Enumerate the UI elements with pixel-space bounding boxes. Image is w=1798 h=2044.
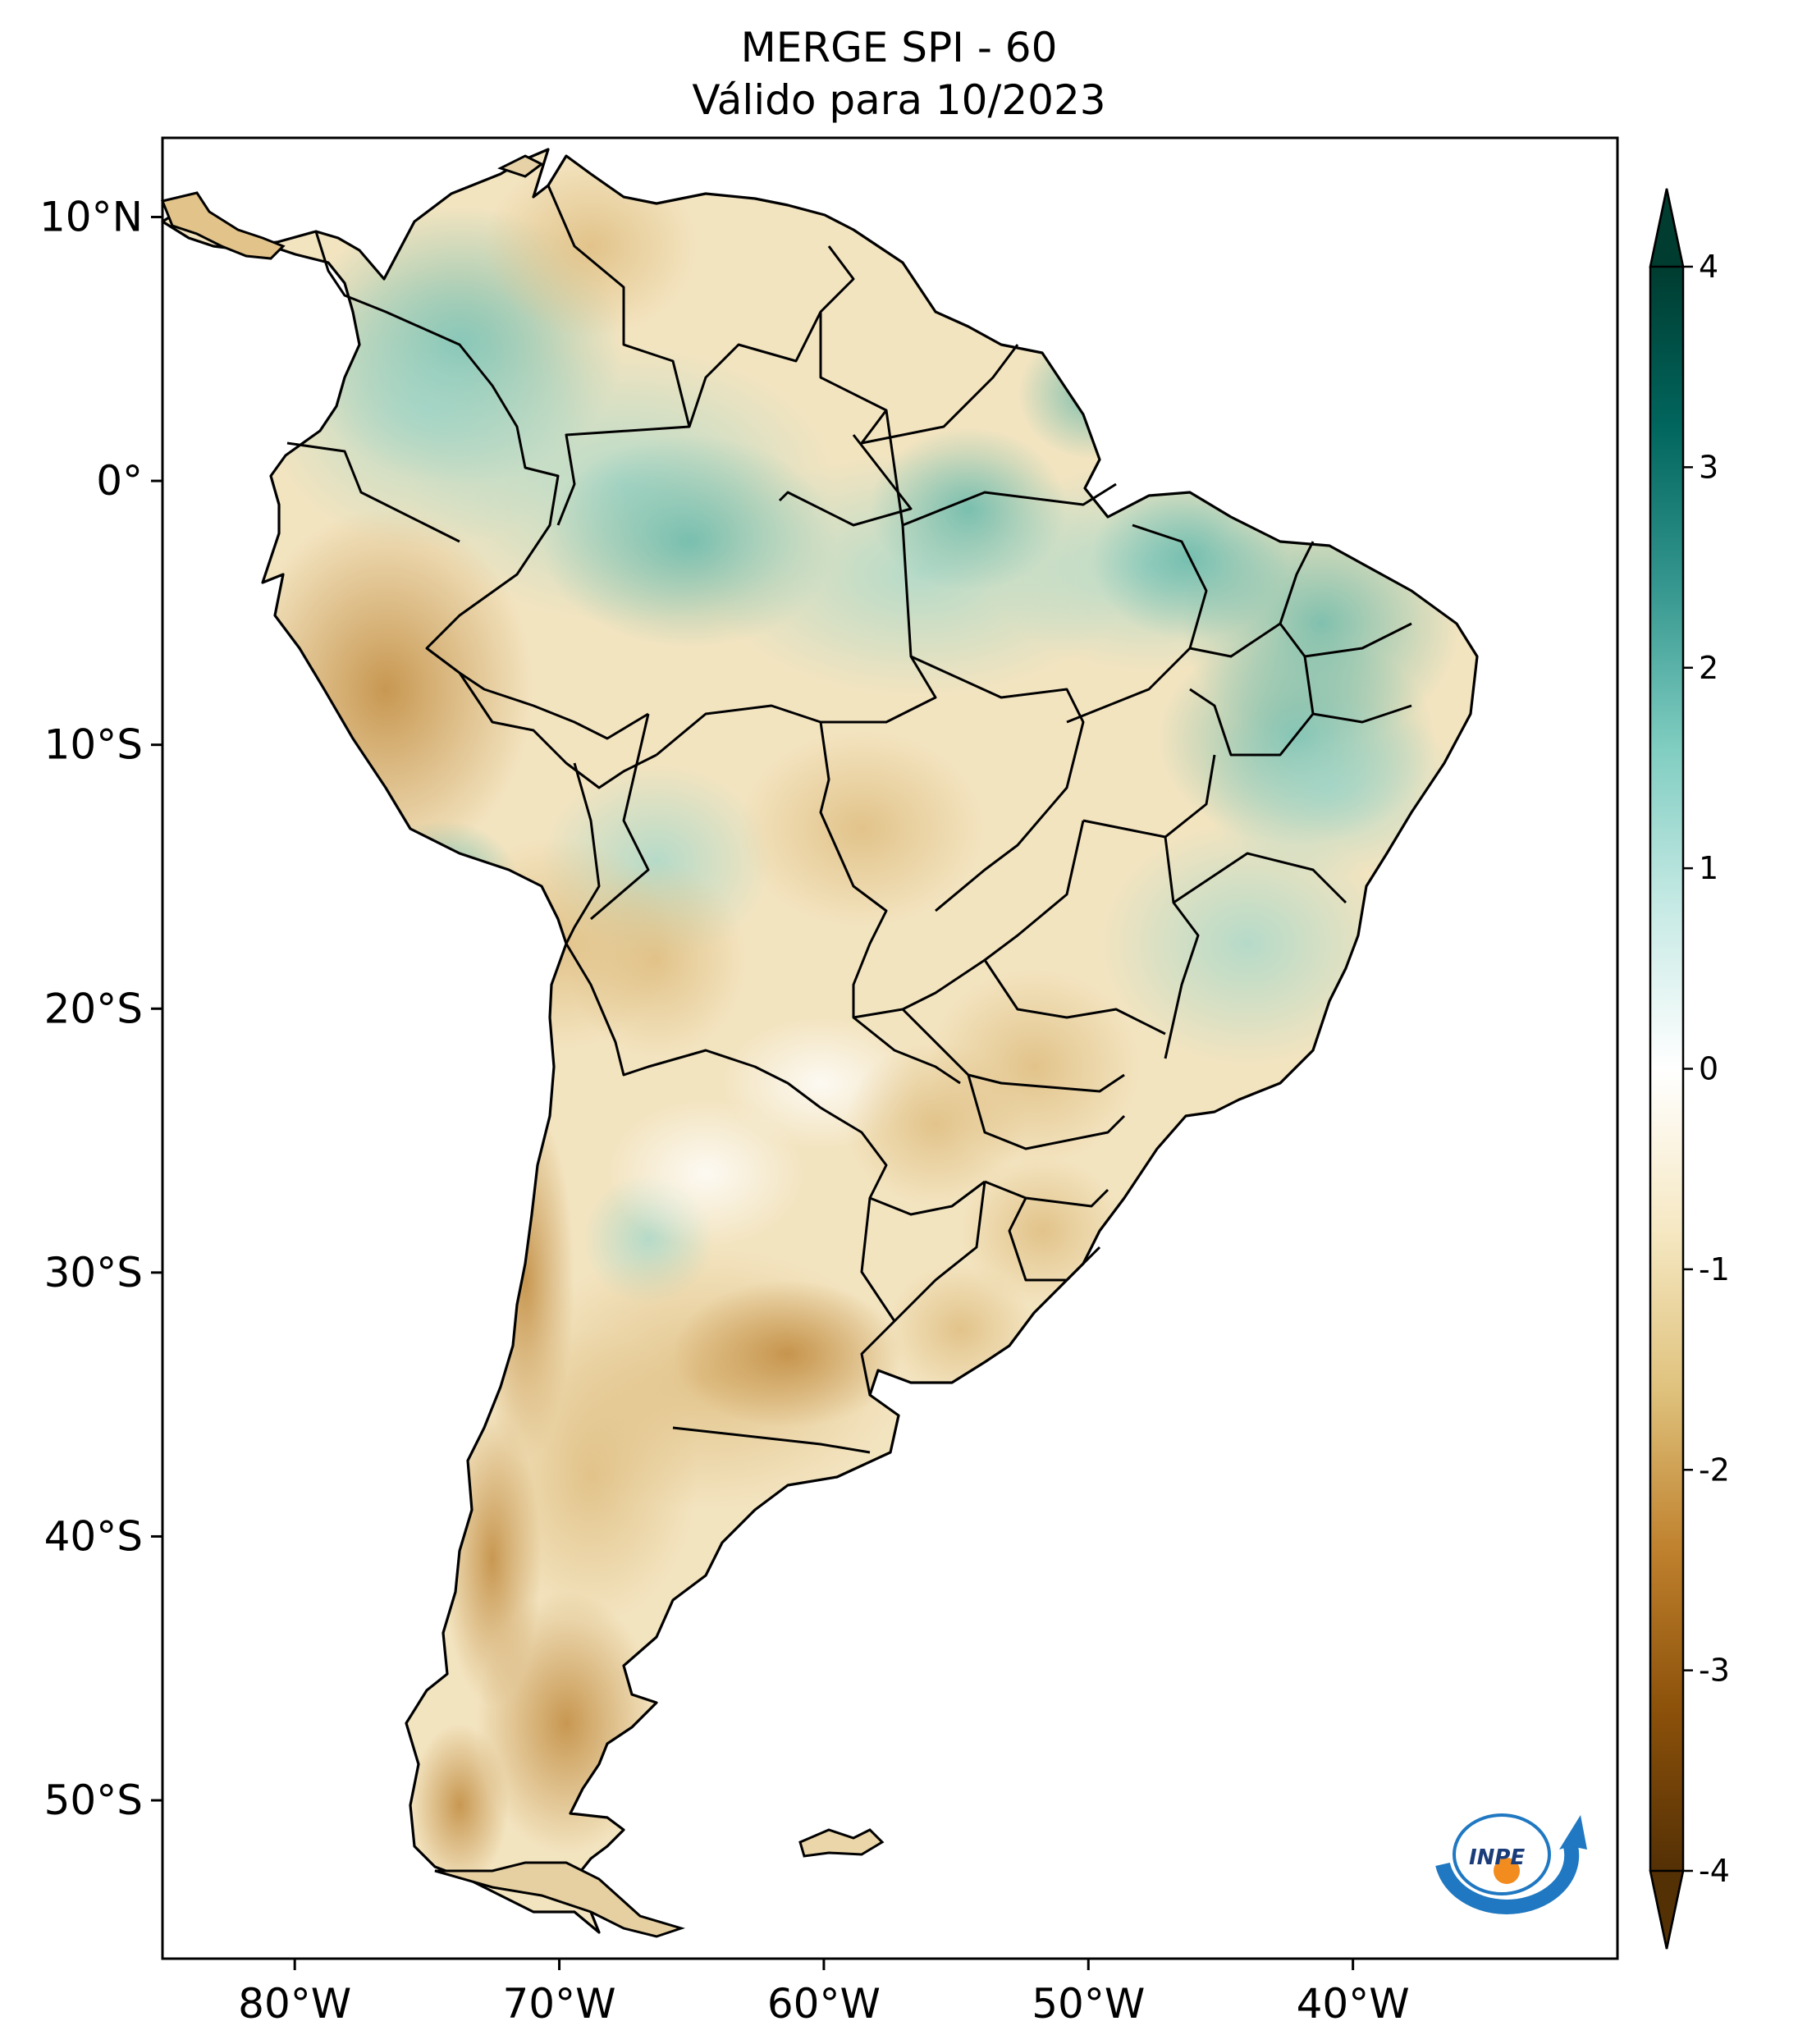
lon-tick-label: 50°W [1032, 1980, 1145, 2028]
colorbar-gradient [1650, 267, 1683, 1871]
border-line [1279, 622, 1412, 658]
chart-title: MERGE SPI - 60 [740, 24, 1058, 71]
colorbar-max-extension [1649, 188, 1685, 268]
border-line [1164, 836, 1200, 1059]
border-line [672, 1426, 871, 1454]
lon-tick-label: 70°W [503, 1980, 616, 2028]
caribbean-coast-island [497, 154, 544, 178]
colorbar: 4 3 2 1 0 -1 -2 -3 -4 [1649, 188, 1730, 1950]
spi-anomaly-patch [607, 1100, 804, 1247]
longitude-axis: 80°W 70°W 60°W 50°W 40°W [238, 1959, 1410, 2028]
border-line [1173, 852, 1347, 904]
colorbar-tick-label: 0 [1699, 1051, 1718, 1087]
spi-anomaly-patch [1100, 821, 1395, 1067]
border-line [885, 409, 1117, 527]
chart-subtitle: Válido para 10/2023 [692, 76, 1106, 124]
spi-anomaly-patch [566, 862, 747, 1059]
malvinas-islands [798, 1828, 885, 1858]
colorbar-tick-label: -3 [1699, 1653, 1730, 1689]
logo-text: INPE [1469, 1845, 1525, 1870]
border-line [547, 185, 691, 526]
colorbar-tick-label: 1 [1699, 850, 1718, 886]
border-line [821, 524, 937, 724]
border-line [688, 245, 855, 428]
border-line [565, 762, 821, 1109]
lat-tick-label: 20°S [44, 985, 143, 1032]
border-line [1303, 656, 1412, 724]
logo-arrow-icon [1559, 1815, 1587, 1850]
border-line [590, 713, 650, 921]
logo-dot-icon [1494, 1858, 1520, 1884]
border-line [1066, 524, 1208, 724]
colorbar-tick-label: 2 [1699, 650, 1718, 686]
spi-anomaly-patch [739, 730, 985, 927]
border-line [910, 655, 1085, 912]
inpe-logo: INPE [1435, 1813, 1587, 1914]
border-line [860, 1181, 986, 1323]
lat-tick-label: 10°S [44, 721, 143, 769]
lat-tick-label: 30°S [44, 1249, 143, 1296]
border-line [778, 434, 913, 527]
latitude-axis: 10°N 0° 10°S 20°S 30°S 40°S 50°S [39, 193, 162, 1824]
border-line [458, 672, 657, 789]
border-line [967, 1074, 1126, 1150]
border-line [1189, 688, 1315, 757]
country-state-borders [286, 185, 1412, 1454]
lat-tick-label: 10°N [39, 193, 143, 240]
colorbar-min-extension [1649, 1869, 1685, 1950]
spi-anomaly-patch [410, 1723, 509, 1887]
border-line [984, 1180, 1109, 1208]
colorbar-tick-label: -4 [1699, 1853, 1730, 1889]
islands [160, 154, 885, 1938]
lon-tick-label: 80°W [238, 1980, 351, 2028]
lat-tick-label: 40°S [44, 1512, 143, 1560]
colorbar-tick-label: -1 [1699, 1251, 1730, 1287]
border-line [819, 312, 1019, 445]
border-line [656, 704, 961, 1085]
border-line [314, 231, 649, 740]
tierra-del-fuego [434, 1861, 685, 1938]
colorbar-tick-label: 3 [1699, 449, 1718, 485]
colorbar-tick-label: 4 [1699, 249, 1718, 285]
border-line [860, 1319, 896, 1396]
lat-tick-label: 50°S [44, 1776, 143, 1824]
logo-ring-icon [1453, 1813, 1551, 1895]
lon-tick-label: 40°W [1297, 1980, 1410, 2028]
lon-tick-label: 60°W [767, 1980, 881, 2028]
border-line [901, 1008, 1125, 1093]
lat-tick-label: 0° [96, 457, 143, 505]
spi-anomaly-patch [673, 1280, 903, 1428]
border-line [1008, 1197, 1101, 1282]
colorbar-tick-label: -2 [1699, 1452, 1730, 1488]
map-frame [161, 136, 1619, 1960]
central-america-strip [160, 191, 286, 260]
logo-swoosh-icon [1435, 1845, 1580, 1914]
border-line [286, 441, 460, 543]
spi-anomaly-patch [845, 1042, 1026, 1206]
border-line [853, 958, 986, 1019]
border-line [983, 820, 1166, 1036]
